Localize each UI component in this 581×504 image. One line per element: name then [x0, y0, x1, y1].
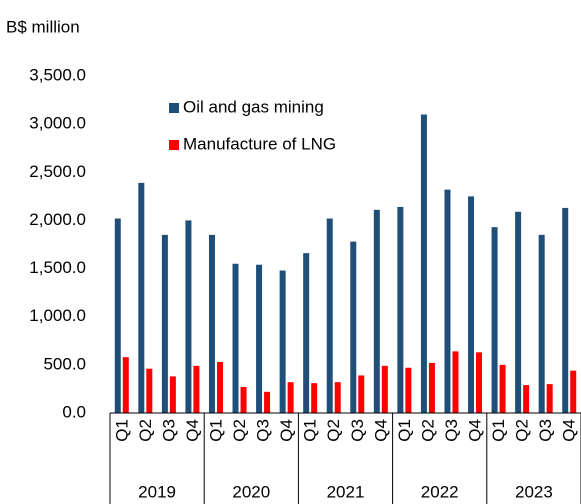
bar — [169, 376, 176, 413]
y-tick-label: 3,500.0 — [29, 65, 86, 84]
bar — [311, 383, 318, 413]
bar — [287, 382, 294, 413]
bar — [546, 384, 553, 413]
y-tick-label: 3,000.0 — [29, 114, 86, 133]
x-tick-label: Q4 — [183, 419, 202, 442]
bar — [476, 352, 483, 413]
legend-swatch — [169, 103, 179, 113]
x-tick-label: Q4 — [371, 419, 390, 442]
bar — [264, 391, 271, 413]
bar — [562, 207, 569, 413]
bar — [303, 253, 310, 413]
y-tick-label: 1,000.0 — [29, 306, 86, 325]
legend-swatch — [169, 140, 179, 150]
x-tick-label: Q2 — [136, 419, 155, 442]
bar — [256, 264, 263, 413]
x-tick-label: Q1 — [112, 419, 131, 442]
bar — [208, 234, 215, 413]
bar — [326, 218, 333, 413]
bar — [161, 234, 168, 413]
x-tick-label: Q1 — [206, 419, 225, 442]
x-tick-label: Q2 — [324, 419, 343, 442]
bar — [185, 220, 192, 413]
bar — [428, 362, 435, 413]
x-tick-label: Q3 — [254, 419, 273, 442]
year-label: 2021 — [327, 482, 365, 501]
bar — [334, 382, 341, 413]
bar — [515, 211, 522, 413]
x-tick-label: Q4 — [560, 419, 579, 442]
legend-label: Manufacture of LNG — [183, 134, 336, 153]
year-label: 2022 — [421, 482, 459, 501]
x-tick-label: Q1 — [489, 419, 508, 442]
bar — [122, 357, 129, 413]
bar — [138, 182, 145, 413]
bar — [114, 218, 121, 413]
bar — [444, 189, 451, 413]
bar — [279, 270, 286, 413]
x-tick-label: Q2 — [513, 419, 532, 442]
bar — [216, 361, 223, 413]
bar — [538, 234, 545, 413]
legend-label: Oil and gas mining — [183, 97, 324, 116]
y-tick-label: 500.0 — [43, 354, 86, 373]
x-tick-label: Q3 — [159, 419, 178, 442]
bar — [350, 241, 357, 413]
bar — [468, 196, 475, 413]
bar — [420, 114, 427, 413]
x-tick-label: Q1 — [301, 419, 320, 442]
year-label: 2020 — [232, 482, 270, 501]
y-tick-label: 0.0 — [62, 402, 86, 421]
bar — [499, 364, 506, 413]
bar — [193, 365, 200, 413]
y-axis-label: B$ million — [6, 17, 80, 36]
bar — [240, 387, 247, 413]
x-tick-label: Q1 — [395, 419, 414, 442]
year-label: 2023 — [515, 482, 553, 501]
y-tick-label: 2,500.0 — [29, 162, 86, 181]
x-tick-label: Q2 — [418, 419, 437, 442]
x-tick-label: Q2 — [230, 419, 249, 442]
x-tick-label: Q4 — [466, 419, 485, 442]
bar — [373, 209, 380, 413]
bar — [491, 227, 498, 413]
bar — [405, 367, 412, 413]
x-tick-label: Q3 — [348, 419, 367, 442]
bar — [146, 368, 153, 413]
x-tick-label: Q3 — [442, 419, 461, 442]
y-tick-label: 2,000.0 — [29, 210, 86, 229]
bar — [523, 385, 530, 413]
bar — [358, 375, 365, 413]
bar — [232, 263, 239, 413]
y-tick-label: 1,500.0 — [29, 258, 86, 277]
year-label: 2019 — [138, 482, 176, 501]
x-tick-label: Q3 — [536, 419, 555, 442]
x-tick-label: Q4 — [277, 419, 296, 442]
bar — [570, 370, 577, 413]
bar — [381, 365, 388, 413]
bar — [452, 351, 459, 413]
bar — [397, 206, 404, 413]
